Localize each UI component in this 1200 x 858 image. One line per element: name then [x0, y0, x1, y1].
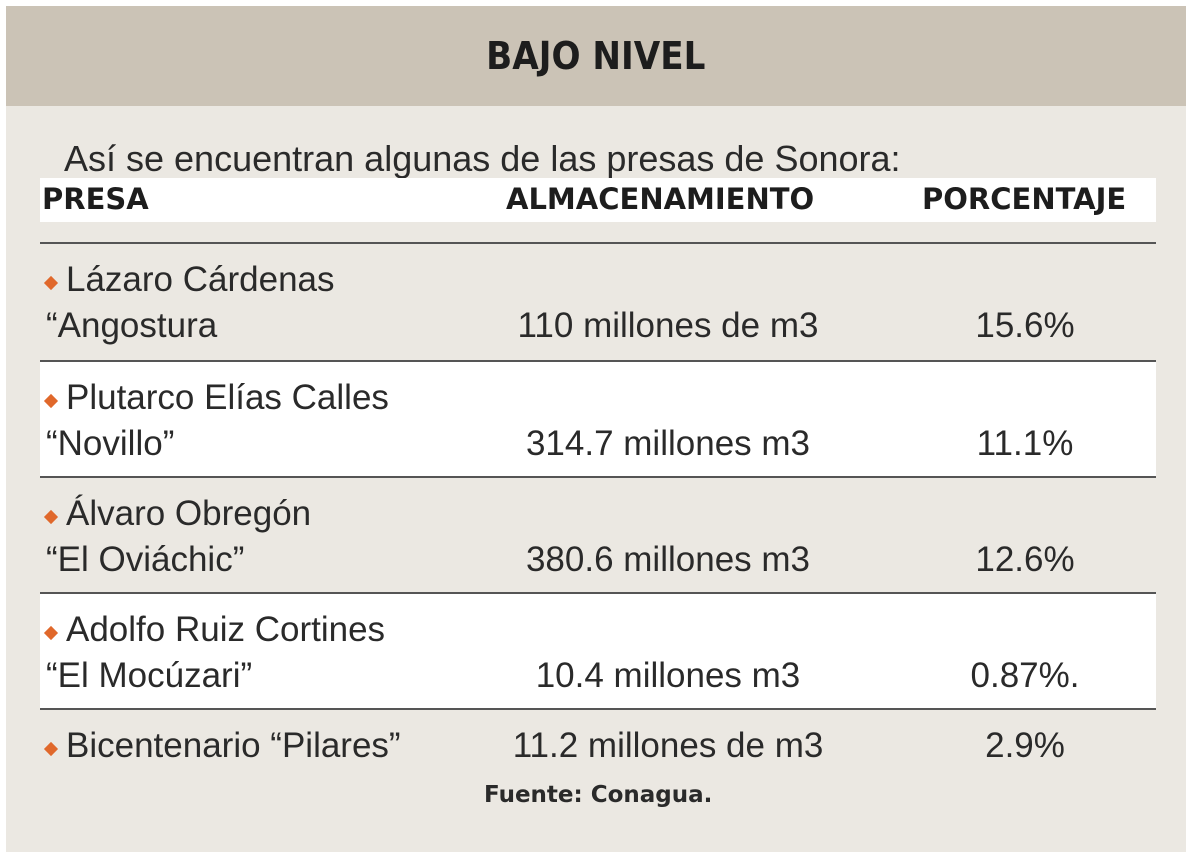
divider: [40, 708, 1156, 710]
table-row: Álvaro Obregón “El Oviáchic” 380.6 millo…: [40, 478, 1156, 592]
table-row: Bicentenario “Pilares” 11.2 millones de …: [40, 710, 1156, 776]
dam-name: Bicentenario “Pilares”: [66, 726, 401, 765]
dam-name: Lázaro Cárdenas: [66, 260, 335, 299]
percent-value: 0.87%.: [970, 656, 1080, 695]
dam-name: Álvaro Obregón: [66, 494, 312, 533]
percent-value: 11.1%: [976, 424, 1074, 463]
dam-alias: “El Mocúzari”: [46, 656, 253, 695]
divider: [40, 360, 1156, 362]
column-header-porcentaje: PORCENTAJE: [922, 182, 1127, 216]
dam-alias: “Angostura: [46, 306, 218, 345]
dam-alias: “Novillo”: [46, 424, 175, 463]
table-row: Plutarco Elías Calles “Novillo” 314.7 mi…: [40, 362, 1156, 476]
intro-text: Así se encuentran algunas de las presas …: [64, 138, 901, 179]
bullet-icon: [43, 393, 59, 409]
dam-alias: “El Oviáchic”: [46, 540, 245, 579]
storage-value: 314.7 millones m3: [525, 424, 811, 463]
divider: [40, 476, 1156, 478]
bullet-icon: [43, 509, 59, 525]
page-title: BAJO NIVEL: [486, 34, 706, 78]
percent-value: 15.6%: [975, 306, 1075, 345]
bullet-icon: [43, 741, 59, 757]
storage-value: 110 millones de m3: [517, 306, 819, 345]
percent-value: 2.9%: [985, 726, 1065, 765]
storage-value: 10.4 millones m3: [535, 656, 801, 695]
percent-value: 12.6%: [975, 540, 1075, 579]
storage-value: 380.6 millones m3: [525, 540, 811, 579]
header-banner: BAJO NIVEL: [6, 6, 1186, 106]
bullet-icon: [43, 275, 59, 291]
table-row: Lázaro Cárdenas “Angostura 110 millones …: [40, 244, 1156, 360]
table-row: Adolfo Ruiz Cortines “El Mocúzari” 10.4 …: [40, 594, 1156, 708]
divider: [40, 592, 1156, 594]
column-headers: PRESA ALMACENAMIENTO PORCENTAJE: [40, 178, 1156, 222]
column-header-presa: PRESA: [42, 182, 149, 216]
dam-name: Plutarco Elías Calles: [66, 378, 389, 417]
source-note: Fuente: Conagua.: [484, 782, 713, 808]
divider: [40, 242, 1156, 244]
bullet-icon: [43, 625, 59, 641]
infographic-card: BAJO NIVEL Así se encuentran algunas de …: [6, 6, 1186, 852]
storage-value: 11.2 millones de m3: [512, 726, 824, 765]
column-header-almacenamiento: ALMACENAMIENTO: [506, 182, 815, 216]
dam-name: Adolfo Ruiz Cortines: [66, 610, 386, 649]
